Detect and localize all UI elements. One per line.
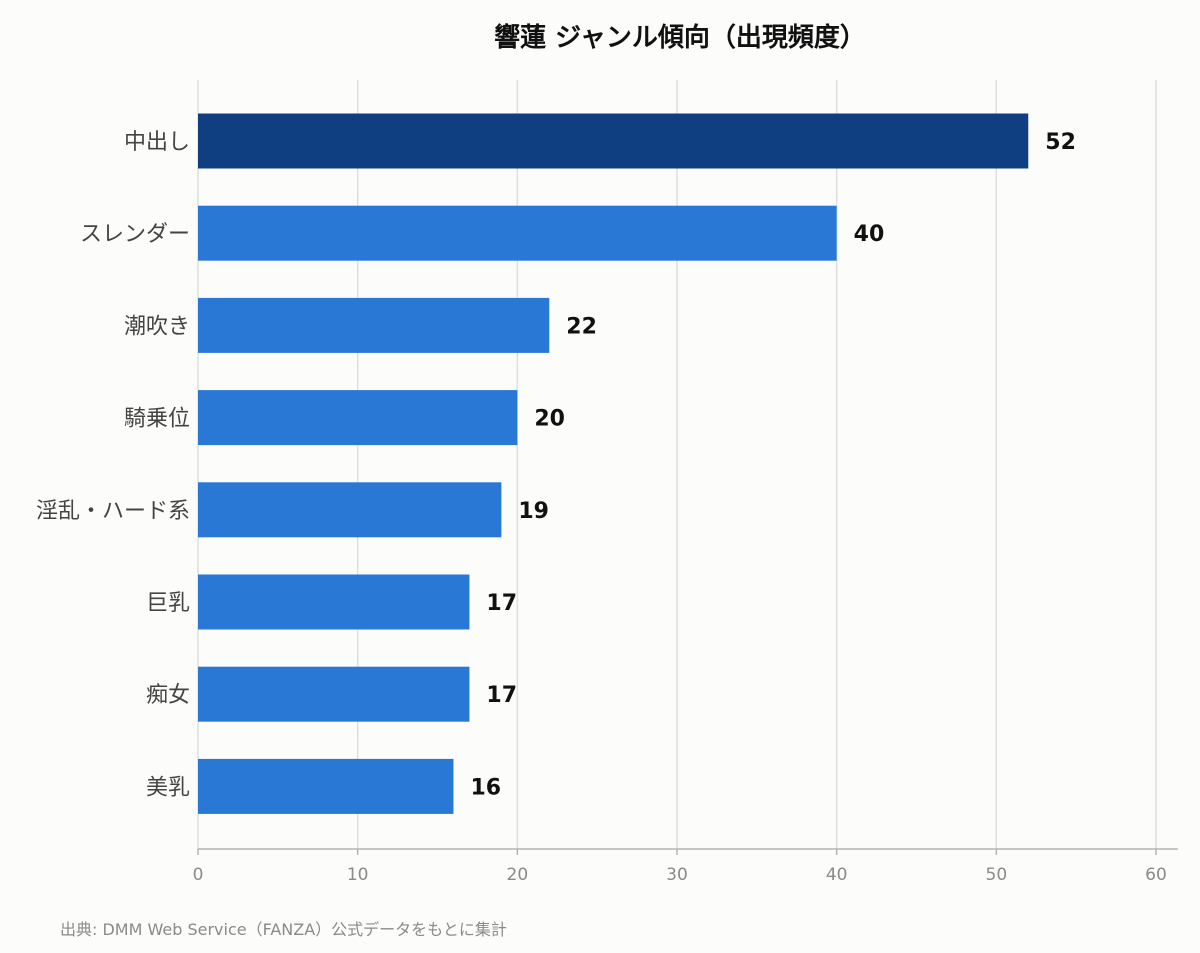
value-label: 17 xyxy=(486,683,517,708)
bar xyxy=(198,758,454,814)
category-label: 美乳 xyxy=(146,775,190,800)
category-label: 巨乳 xyxy=(146,591,190,616)
source-note: 出典: DMM Web Service（FANZA）公式データをもとに集計 xyxy=(60,920,507,939)
bar xyxy=(198,666,470,722)
category-label: 淫乱・ハード系 xyxy=(36,499,190,524)
category-label: 潮吹き xyxy=(124,314,190,339)
value-label: 19 xyxy=(518,499,549,524)
chart-title: 響蓮 ジャンル傾向（出現頻度） xyxy=(494,22,866,53)
value-label: 52 xyxy=(1045,130,1076,155)
value-label: 20 xyxy=(534,407,565,432)
bar xyxy=(198,297,550,353)
category-label: 中出し xyxy=(124,130,190,155)
category-label: スレンダー xyxy=(80,222,190,247)
category-label: 騎乗位 xyxy=(124,407,190,432)
x-tick-label: 50 xyxy=(986,865,1008,885)
x-tick-label: 60 xyxy=(1145,865,1167,885)
x-tick-label: 0 xyxy=(193,865,204,885)
bar xyxy=(198,390,518,446)
bar xyxy=(198,482,502,538)
x-tick-label: 10 xyxy=(347,865,369,885)
x-tick-labels: 0 10 20 30 40 50 60 xyxy=(193,865,1167,885)
value-label: 40 xyxy=(854,222,885,247)
bars: 中出し 52 スレンダー 40 潮吹き 22 騎乗位 20 淫乱・ハード系 19 巨乳 17 痴女 17 美… xyxy=(36,113,1076,814)
value-label: 16 xyxy=(470,775,501,800)
value-label: 17 xyxy=(486,591,517,616)
x-tick-label: 30 xyxy=(666,865,688,885)
bar xyxy=(198,574,470,630)
value-label: 22 xyxy=(566,314,597,339)
category-label: 痴女 xyxy=(146,683,190,708)
grid-lines xyxy=(197,80,1157,855)
x-tick-label: 40 xyxy=(826,865,848,885)
bar xyxy=(198,113,1029,169)
bar xyxy=(198,205,837,261)
x-tick-label: 20 xyxy=(507,865,529,885)
